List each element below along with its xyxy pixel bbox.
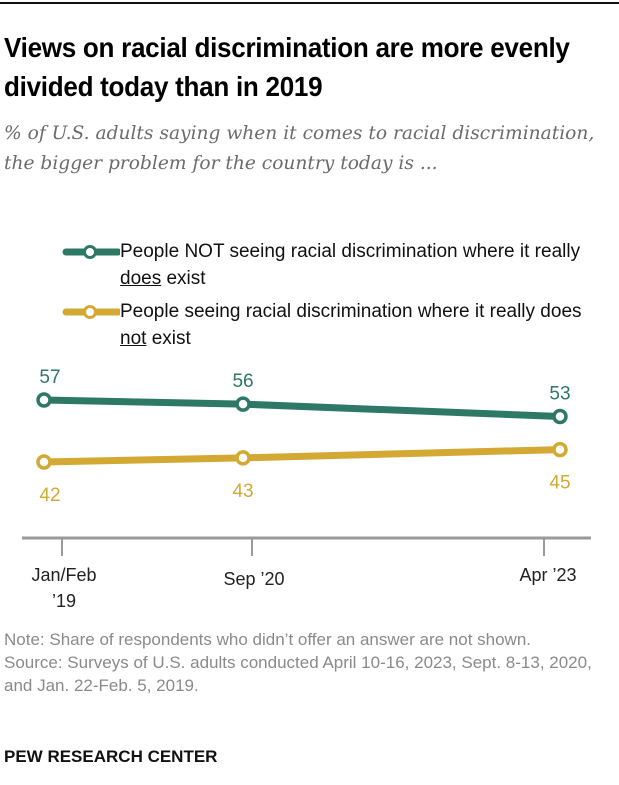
chart-subtitle: % of U.S. adults saying when it comes to… [4,122,595,174]
legend-emphasis: not [120,328,147,349]
data-point-marker [36,454,52,470]
legend-item-seeing: People seeing racial discrimination wher… [62,298,590,352]
legend-label: People seeing racial discrimination wher… [120,301,582,322]
data-point-marker [235,396,251,412]
legend-label-end: exist [161,268,206,289]
legend-label-end: exist [146,328,191,349]
x-tick-label-line: ’19 [52,591,76,611]
x-tick-label: Sep ’20 [223,569,284,589]
top-rule [0,2,619,4]
source-text: Source: Surveys of U.S. adults conducted… [4,653,592,695]
data-point-marker [235,450,251,466]
data-label: 45 [549,473,570,494]
data-label: 42 [39,485,60,506]
data-point-marker [552,441,568,458]
data-point-marker [552,408,568,425]
x-tick-label-line: Jan/Feb [31,565,96,585]
series-line-0 [40,396,564,421]
x-tick-label: Apr ’23 [519,565,576,585]
x-tick-label: Jan/Feb ’19 [31,565,96,611]
x-tick-label-line: Sep ’20 [223,569,284,589]
series-line-1 [40,446,564,466]
notes: Note: Share of respondents who didn’t of… [4,628,616,697]
legend-swatch-green-icon [62,245,120,259]
data-point-marker [36,392,52,408]
legend-label: People NOT seeing racial discrimination … [120,241,581,262]
legend-item-not-seeing: People NOT seeing racial discrimination … [62,238,590,292]
brand-label: PEW RESEARCH CENTER [4,747,218,766]
line-chart: Jan/Feb ’19 Sep ’20 Apr ’23 57 56 53 42 43 45 [22,367,591,611]
data-label: 43 [232,481,253,502]
data-label: 53 [549,384,570,405]
x-tick-label-line: Apr ’23 [519,565,576,585]
data-label: 57 [39,367,60,388]
legend-swatch-gold-icon [62,305,120,319]
chart-title: Views on racial discrimination are more … [4,32,570,102]
data-label: 56 [232,371,253,392]
legend: People NOT seeing racial discrimination … [62,238,590,358]
note-text: Note: Share of respondents who didn’t of… [4,630,532,649]
legend-emphasis: does [120,268,162,289]
